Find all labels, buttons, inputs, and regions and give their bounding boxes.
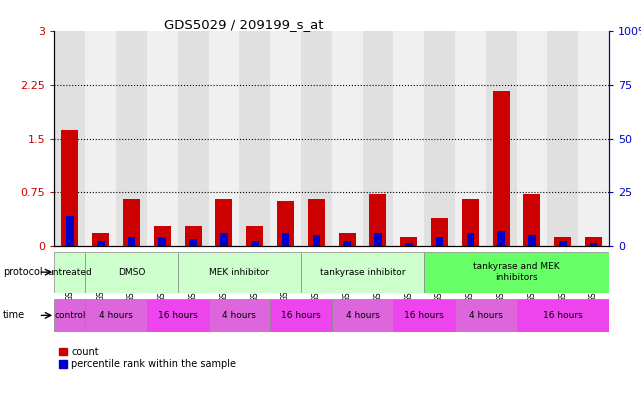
Text: 4 hours: 4 hours xyxy=(345,311,379,320)
Bar xyxy=(590,244,597,246)
Bar xyxy=(270,299,332,332)
Text: MEK inhibitor: MEK inhibitor xyxy=(209,268,269,277)
Bar xyxy=(369,194,387,246)
Text: DMSO: DMSO xyxy=(118,268,145,277)
Bar xyxy=(54,299,85,332)
Text: 16 hours: 16 hours xyxy=(158,311,197,320)
Bar xyxy=(332,299,394,332)
Bar xyxy=(189,239,197,246)
Bar xyxy=(394,31,424,246)
Bar xyxy=(486,31,517,246)
Bar xyxy=(54,252,85,293)
Bar xyxy=(405,244,413,246)
Bar xyxy=(85,252,178,293)
Bar xyxy=(363,31,394,246)
Bar xyxy=(462,199,479,246)
Bar xyxy=(493,91,510,246)
Bar xyxy=(251,241,258,246)
Text: 4 hours: 4 hours xyxy=(469,311,503,320)
Bar xyxy=(246,226,263,246)
Text: protocol: protocol xyxy=(3,267,43,277)
Bar xyxy=(154,226,171,246)
Bar xyxy=(455,31,486,246)
Bar xyxy=(85,31,116,246)
Bar xyxy=(239,31,270,246)
Text: 16 hours: 16 hours xyxy=(543,311,583,320)
Bar xyxy=(116,31,147,246)
Bar xyxy=(524,194,540,246)
Text: control: control xyxy=(54,311,86,320)
Bar xyxy=(308,199,325,246)
Bar xyxy=(528,235,536,246)
Text: 16 hours: 16 hours xyxy=(281,311,320,320)
Bar xyxy=(301,31,332,246)
Bar xyxy=(277,201,294,246)
Text: tankyrase and MEK
inhibitors: tankyrase and MEK inhibitors xyxy=(473,263,560,282)
Bar xyxy=(332,31,363,246)
Bar xyxy=(517,31,547,246)
Text: 16 hours: 16 hours xyxy=(404,311,444,320)
Bar xyxy=(185,226,201,246)
Text: 4 hours: 4 hours xyxy=(222,311,256,320)
Bar xyxy=(436,237,444,246)
Bar xyxy=(147,299,208,332)
Legend: count, percentile rank within the sample: count, percentile rank within the sample xyxy=(60,347,236,369)
Text: tankyrase inhibitor: tankyrase inhibitor xyxy=(320,268,405,277)
Bar xyxy=(97,241,104,246)
Bar xyxy=(128,237,135,246)
Bar xyxy=(431,219,448,246)
Bar xyxy=(585,237,602,246)
Text: time: time xyxy=(3,310,26,320)
Bar xyxy=(424,31,455,246)
Bar xyxy=(424,252,609,293)
Bar xyxy=(281,233,289,246)
Bar xyxy=(178,31,208,246)
Bar xyxy=(578,31,609,246)
Text: 4 hours: 4 hours xyxy=(99,311,133,320)
Bar xyxy=(208,31,239,246)
Bar xyxy=(62,130,78,246)
Bar xyxy=(270,31,301,246)
Bar xyxy=(400,237,417,246)
Bar xyxy=(554,237,571,246)
Bar xyxy=(215,199,233,246)
Bar xyxy=(54,31,85,246)
Bar xyxy=(178,252,301,293)
Bar xyxy=(338,233,356,246)
Bar xyxy=(301,252,424,293)
Bar xyxy=(123,199,140,246)
Bar xyxy=(85,299,147,332)
Bar xyxy=(208,299,270,332)
Text: untreated: untreated xyxy=(47,268,92,277)
Bar xyxy=(92,233,109,246)
Text: GDS5029 / 209199_s_at: GDS5029 / 209199_s_at xyxy=(164,18,323,31)
Bar xyxy=(313,235,320,246)
Bar xyxy=(547,31,578,246)
Bar xyxy=(374,233,382,246)
Bar xyxy=(158,237,166,246)
Bar xyxy=(559,241,567,246)
Bar xyxy=(66,216,74,246)
Bar xyxy=(455,299,517,332)
Bar xyxy=(467,233,474,246)
Bar xyxy=(344,241,351,246)
Bar xyxy=(394,299,455,332)
Bar xyxy=(497,231,505,246)
Bar xyxy=(147,31,178,246)
Bar xyxy=(517,299,609,332)
Bar xyxy=(220,233,228,246)
